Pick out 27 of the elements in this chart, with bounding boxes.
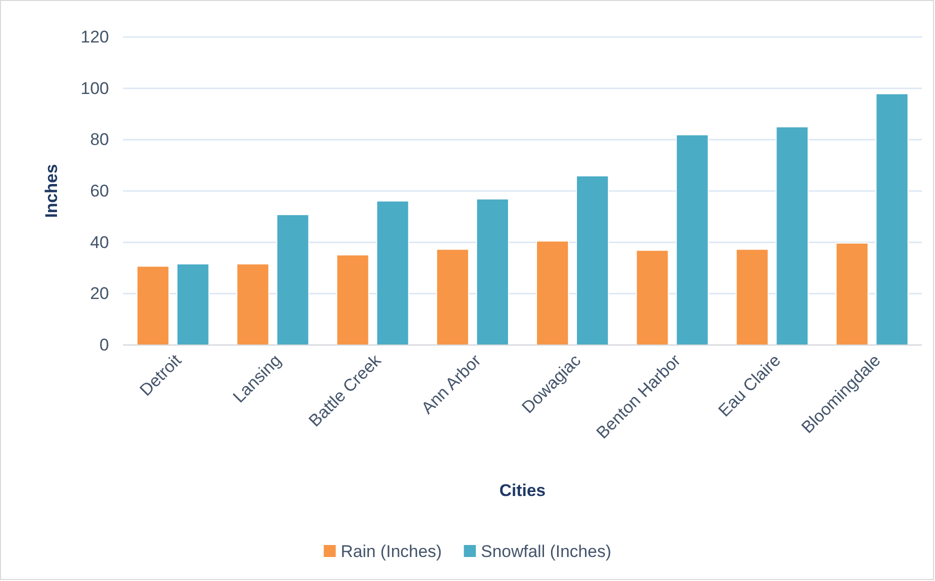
bar <box>136 266 170 346</box>
bar <box>576 175 609 346</box>
legend-label: Snowfall (Inches) <box>480 542 612 561</box>
bar <box>176 263 210 346</box>
bar <box>736 248 769 346</box>
bar <box>776 126 809 346</box>
x-axis-title: Cities <box>499 481 546 500</box>
y-tick-label: 20 <box>90 284 109 304</box>
y-tick-label: 100 <box>80 78 109 98</box>
bar <box>436 248 470 346</box>
bar <box>276 214 310 346</box>
bar <box>336 254 370 346</box>
bar <box>236 263 270 346</box>
bar <box>676 134 709 346</box>
y-tick-label: 120 <box>80 27 109 46</box>
y-axis-title: Inches <box>42 164 61 218</box>
bar <box>476 198 510 346</box>
y-tick-label: 0 <box>100 335 109 354</box>
bar <box>876 93 909 346</box>
bar <box>536 240 569 346</box>
bar <box>836 242 869 346</box>
bar <box>376 200 410 346</box>
y-tick-label: 40 <box>90 232 109 252</box>
y-tick-label: 80 <box>90 130 109 150</box>
bar <box>636 250 669 346</box>
y-tick-label: 60 <box>90 181 109 200</box>
legend-label: Rain (Inches) <box>340 542 442 561</box>
